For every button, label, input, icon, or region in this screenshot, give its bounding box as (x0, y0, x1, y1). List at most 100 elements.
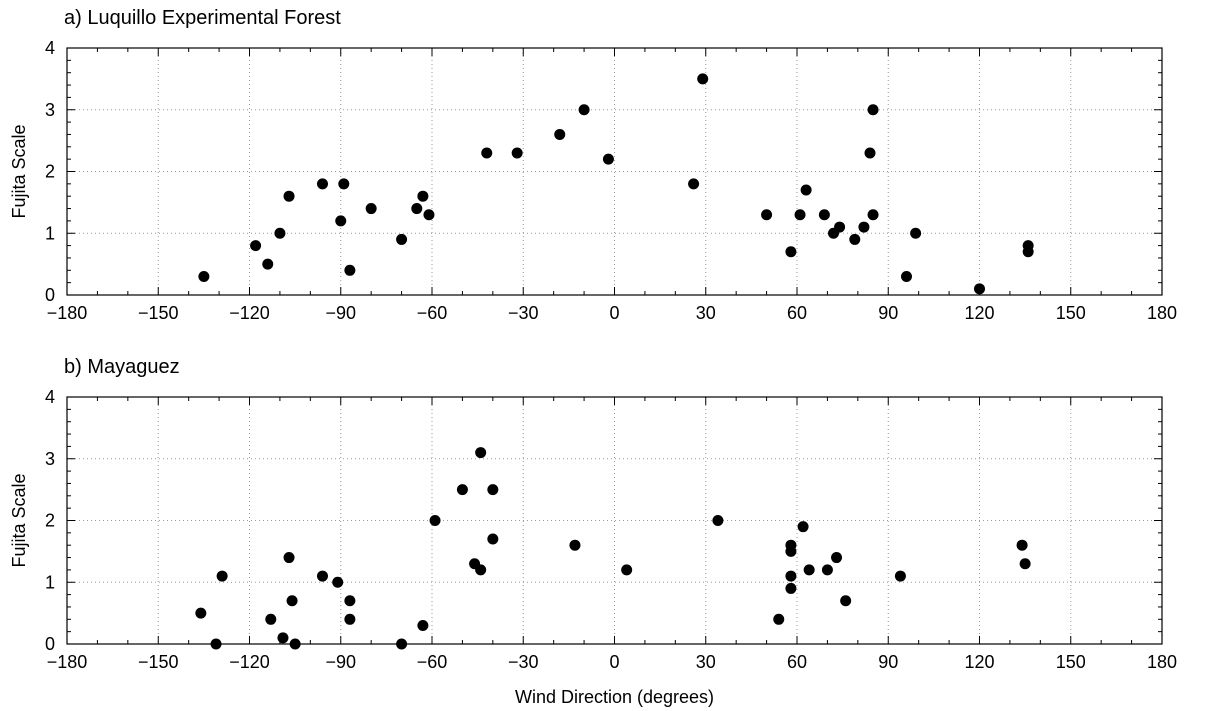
y-tick-label: 1 (45, 223, 55, 243)
y-tick-label: 2 (45, 511, 55, 531)
chart-panel-1: a) Luquillo Experimental Forest −180 −150 −… (9, 7, 1177, 323)
x-tick-label: 120 (964, 303, 994, 323)
data-point (265, 613, 277, 625)
x-tick-label: 60 (787, 303, 807, 323)
y-tick-label: 2 (45, 162, 55, 182)
data-point (894, 570, 906, 582)
x-tick-label: 0 (609, 303, 619, 323)
x-tick-label: 150 (1056, 652, 1086, 672)
data-point (487, 484, 499, 496)
x-tick-label: −150 (138, 303, 179, 323)
data-point (849, 233, 861, 245)
x-tick-label: 90 (878, 303, 898, 323)
data-point (864, 147, 876, 159)
data-point (317, 178, 328, 190)
data-point (456, 484, 468, 496)
y-axis-label: Fujita Scale (9, 124, 29, 218)
data-point (602, 153, 614, 165)
data-point (475, 564, 487, 576)
x-tick-label: −60 (417, 303, 448, 323)
data-point (974, 283, 985, 295)
data-point (794, 209, 806, 221)
data-point (831, 552, 843, 564)
x-tick-label: −90 (325, 652, 356, 672)
x-tick-label: 90 (878, 652, 898, 672)
data-point (475, 447, 487, 459)
data-point (283, 552, 295, 564)
data-point (195, 607, 207, 619)
data-point (797, 521, 809, 533)
data-point (578, 104, 590, 116)
y-tick-label: 4 (45, 38, 55, 58)
data-point (840, 595, 852, 607)
data-point (423, 209, 435, 221)
panel-title: b) Mayaguez (64, 356, 180, 378)
y-axis-label: Fujita Scale (9, 473, 29, 567)
data-point (262, 258, 274, 270)
y-tick-label: 0 (45, 634, 55, 654)
data-point (411, 203, 423, 215)
x-tick-label: −180 (47, 652, 88, 672)
data-point (834, 221, 846, 233)
x-tick-label: 30 (696, 652, 716, 672)
data-point (1022, 246, 1034, 258)
data-point (344, 613, 356, 625)
data-point (803, 564, 815, 576)
data-point (417, 619, 429, 631)
data-point (250, 240, 262, 252)
data-point (712, 515, 724, 526)
data-point (901, 270, 912, 282)
y-tick-label: 4 (45, 387, 55, 407)
data-point (417, 190, 429, 202)
data-point (332, 576, 344, 588)
x-tick-label: 0 (609, 652, 619, 672)
data-point (283, 190, 295, 202)
x-tick-label: −30 (508, 303, 539, 323)
panel-title: a) Luquillo Experimental Forest (64, 7, 341, 29)
data-point (429, 515, 441, 526)
data-point (773, 613, 785, 625)
y-tick-label: 3 (45, 449, 55, 469)
x-tick-label: −120 (229, 303, 270, 323)
data-point (1019, 558, 1031, 570)
data-point (216, 570, 228, 582)
data-point (867, 209, 879, 221)
data-point (785, 246, 797, 258)
x-tick-label: 60 (787, 652, 807, 672)
x-tick-label: 180 (1147, 652, 1177, 672)
data-point (277, 632, 289, 644)
y-tick-label: 1 (45, 572, 55, 592)
data-point (481, 147, 493, 159)
data-point (511, 147, 523, 159)
x-tick-label: −180 (47, 303, 88, 323)
x-tick-label: −90 (325, 303, 356, 323)
x-tick-label: −60 (417, 652, 448, 672)
data-point (910, 227, 922, 239)
data-point (818, 209, 830, 221)
data-point (365, 203, 377, 215)
x-tick-label: 180 (1147, 303, 1177, 323)
x-tick-label: −150 (138, 652, 179, 672)
data-point (396, 233, 408, 245)
data-point (867, 104, 879, 116)
data-point (697, 73, 709, 85)
data-point (569, 539, 581, 551)
y-tick-label: 3 (45, 100, 55, 120)
data-point (344, 595, 356, 607)
data-point (198, 270, 210, 282)
data-point (286, 595, 298, 607)
data-point (785, 545, 797, 557)
x-tick-label: 150 (1056, 303, 1086, 323)
x-tick-label: −30 (508, 652, 539, 672)
data-point (688, 178, 700, 190)
x-tick-label: −120 (229, 652, 270, 672)
data-point (338, 178, 350, 190)
data-point (858, 221, 870, 233)
data-point (274, 227, 286, 239)
data-point (785, 582, 797, 594)
data-point (785, 570, 797, 582)
x-axis-label: Wind Direction (degrees) (515, 687, 714, 707)
data-point (344, 264, 356, 276)
data-point (335, 215, 347, 227)
